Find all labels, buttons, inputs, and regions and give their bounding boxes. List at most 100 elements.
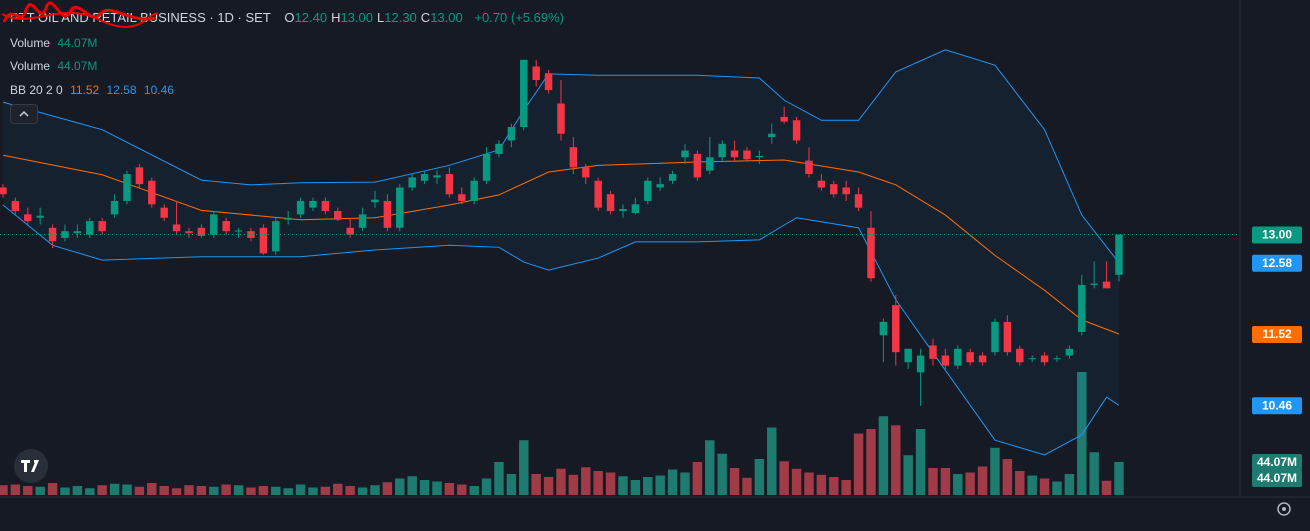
bb-lower-badge bbox=[1252, 397, 1302, 415]
candle-body bbox=[1016, 348, 1024, 363]
tv-logo[interactable] bbox=[14, 449, 48, 483]
candle-body bbox=[830, 184, 838, 195]
volume-bar bbox=[419, 480, 430, 495]
candle-body bbox=[24, 214, 32, 222]
chevron bbox=[19, 110, 29, 117]
candle-body bbox=[929, 345, 937, 359]
volume-bar bbox=[1015, 471, 1025, 495]
band-line bbox=[2, 49, 1120, 264]
candle-body bbox=[743, 150, 751, 160]
volume-bar bbox=[568, 474, 579, 495]
volume-bar bbox=[829, 477, 839, 495]
candle-body bbox=[954, 348, 962, 366]
volume-bar bbox=[72, 486, 83, 495]
volume-bar bbox=[184, 485, 194, 495]
volume-bar bbox=[481, 478, 492, 495]
volume-bar bbox=[1052, 481, 1062, 495]
volume-bar bbox=[134, 486, 145, 495]
volume-bar bbox=[196, 486, 207, 495]
volume-bar bbox=[258, 486, 269, 495]
candle-body bbox=[532, 66, 540, 80]
volume-bar bbox=[891, 425, 901, 495]
candle-body bbox=[358, 214, 367, 228]
candle-body bbox=[544, 73, 553, 91]
volume-bar bbox=[407, 476, 417, 495]
band-line bbox=[2, 204, 1120, 456]
candle-body bbox=[817, 180, 826, 188]
volume-bar bbox=[618, 476, 628, 495]
candle-body bbox=[1053, 358, 1061, 360]
volume-bar bbox=[531, 474, 541, 495]
candle-body bbox=[1102, 281, 1111, 289]
candle-body bbox=[135, 167, 144, 185]
volume-bar bbox=[605, 472, 616, 495]
volume-bar bbox=[1039, 478, 1050, 495]
indicator-value: 44.07M bbox=[57, 59, 98, 73]
candle-body bbox=[1003, 321, 1012, 353]
collapse-button[interactable] bbox=[10, 104, 38, 124]
candle-body bbox=[495, 143, 503, 154]
volume-bar bbox=[60, 487, 70, 495]
candle-body bbox=[321, 200, 330, 212]
volume-bar bbox=[729, 468, 740, 495]
ohlc-value: 12.40 bbox=[294, 10, 328, 25]
candle-body bbox=[222, 221, 230, 232]
settings-button[interactable] bbox=[1277, 502, 1291, 516]
candle-body bbox=[768, 133, 776, 138]
candle-body bbox=[867, 227, 875, 279]
candle-body bbox=[656, 184, 664, 188]
candle-body bbox=[160, 207, 168, 218]
volume-bar bbox=[171, 488, 182, 495]
candle-body bbox=[879, 321, 888, 336]
candle-body bbox=[296, 200, 305, 215]
candle-body bbox=[644, 180, 652, 201]
bb-upper-badge bbox=[1252, 254, 1302, 272]
volume-bar bbox=[705, 440, 715, 495]
volume-bar bbox=[866, 429, 876, 495]
candle-body bbox=[433, 175, 441, 178]
candle-body bbox=[11, 200, 20, 212]
candle-body bbox=[755, 155, 764, 158]
volume-bar bbox=[742, 477, 752, 495]
volume-label: 44.07M bbox=[1257, 455, 1297, 469]
volume-bar bbox=[109, 483, 120, 495]
candle-body bbox=[309, 200, 317, 208]
candle-body bbox=[210, 214, 218, 235]
candle-body bbox=[718, 143, 726, 158]
volume-bar bbox=[816, 474, 827, 495]
volume-bar bbox=[159, 486, 169, 495]
candle-body bbox=[185, 231, 193, 234]
bb-basis-value: 11.52 bbox=[70, 83, 100, 97]
candle-body bbox=[978, 355, 987, 363]
volume-bar bbox=[643, 477, 653, 495]
volume-bar bbox=[581, 467, 591, 495]
volume-bar bbox=[47, 483, 58, 495]
volume-bar bbox=[233, 485, 244, 495]
ohlc-key: H bbox=[331, 10, 341, 25]
candle-body bbox=[247, 231, 255, 238]
volume-bar bbox=[432, 481, 442, 495]
volume-bar bbox=[271, 486, 281, 495]
volume-bar bbox=[97, 485, 107, 495]
indicator-row: Volume 44.07M bbox=[10, 59, 101, 73]
ohlc-value: 13.00 bbox=[430, 10, 463, 25]
volume-bar bbox=[283, 488, 293, 495]
close-label: 13.00 bbox=[1262, 228, 1292, 242]
volume-label: 44.07M bbox=[1257, 471, 1297, 485]
volume-bar bbox=[382, 482, 393, 495]
ohlc-key: O bbox=[284, 10, 295, 25]
indicator-row: Volume 44.07M bbox=[10, 36, 101, 50]
bb-lower-value: 10.46 bbox=[143, 83, 174, 97]
volume-bar bbox=[320, 486, 331, 495]
volume-bar bbox=[1077, 372, 1087, 495]
volume-bar bbox=[965, 472, 975, 495]
volume-bar bbox=[804, 472, 814, 495]
candle-body bbox=[197, 227, 206, 236]
volume-bar bbox=[246, 487, 256, 495]
candle-body bbox=[916, 355, 925, 373]
volume-bar bbox=[977, 466, 988, 495]
volume-bar bbox=[754, 459, 765, 495]
volume-bar bbox=[878, 416, 889, 495]
candle-body bbox=[681, 150, 689, 158]
candle-body bbox=[123, 174, 131, 201]
